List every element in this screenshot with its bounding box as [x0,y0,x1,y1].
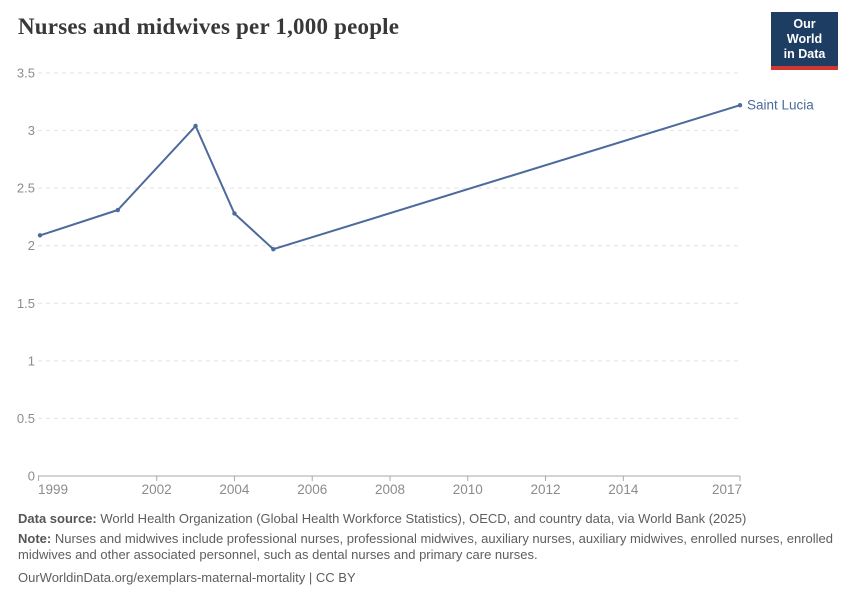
data-point-2017[interactable] [737,103,743,108]
x-tick-label-2017: 2017 [712,482,742,497]
x-tick-label-2008: 2008 [375,482,405,497]
y-tick-label-1.5: 1.5 [17,296,35,311]
x-tick-label-2002: 2002 [142,482,172,497]
line-chart-plot: 0 0.5 1 1.5 2 2.5 3 3.5 1999 2002 2004 2006 2008 2010… [17,66,814,498]
page-title: Nurses and midwives per 1,000 people [18,14,400,39]
x-tick-label-2004: 2004 [219,482,250,497]
data-point-2004[interactable] [232,211,237,216]
y-tick-label-0.5: 0.5 [17,411,35,426]
data-point-2001[interactable] [115,207,120,213]
y-tick-label-1: 1 [28,353,35,368]
note-text: Nurses and midwives include professional… [18,530,834,563]
data-source-label: Data source: [18,511,97,526]
series-line-saint-lucia[interactable] [39,104,741,251]
x-tick-label-2010: 2010 [453,482,483,497]
x-tick-label-2014: 2014 [608,482,639,497]
citation-link: OurWorldinData.org/exemplars-maternal-mo… [18,569,356,585]
data-point-1999[interactable] [37,233,43,238]
owid-logo-line1: Our World [786,17,823,46]
x-tick-label-1999: 1999 [38,482,68,497]
series-label-saint-lucia[interactable]: Saint Lucia [747,98,814,113]
owid-logo-line2: in Data [783,47,826,61]
data-point-2005[interactable] [271,246,276,252]
y-tick-label-3: 3 [28,123,35,138]
x-tick-label-2006: 2006 [297,482,327,497]
owid-logo: Our World in Data [771,12,838,70]
data-source-line: Data source: World Health Organization (… [18,511,836,528]
chart-footer: Data source: World Health Organization (… [18,511,836,586]
x-tick-label-2012: 2012 [531,482,561,497]
note-label: Note: [18,530,52,546]
y-tick-label-3.5: 3.5 [17,66,35,81]
y-tick-label-0: 0 [28,469,35,484]
data-point-2003[interactable] [193,123,198,129]
note-line: Note: Nurses and midwives include profes… [18,531,836,564]
y-tick-label-2.5: 2.5 [17,181,35,196]
data-source-text: World Health Organization (Global Health… [96,511,747,526]
y-tick-label-2: 2 [28,238,35,253]
